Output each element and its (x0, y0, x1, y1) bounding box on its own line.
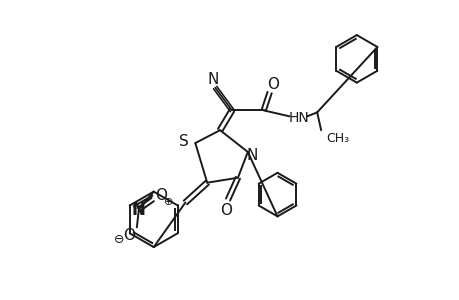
Text: HN: HN (288, 111, 309, 125)
Text: O: O (154, 188, 166, 203)
Text: N: N (132, 201, 146, 219)
Text: O: O (219, 203, 231, 218)
Text: N: N (246, 148, 257, 164)
Text: CH₃: CH₃ (325, 132, 348, 145)
Text: S: S (178, 134, 188, 148)
Text: ⊕: ⊕ (163, 196, 173, 206)
Text: ⊖: ⊖ (113, 233, 124, 246)
Text: O: O (267, 77, 279, 92)
Text: O: O (123, 228, 134, 243)
Text: N: N (207, 72, 218, 87)
